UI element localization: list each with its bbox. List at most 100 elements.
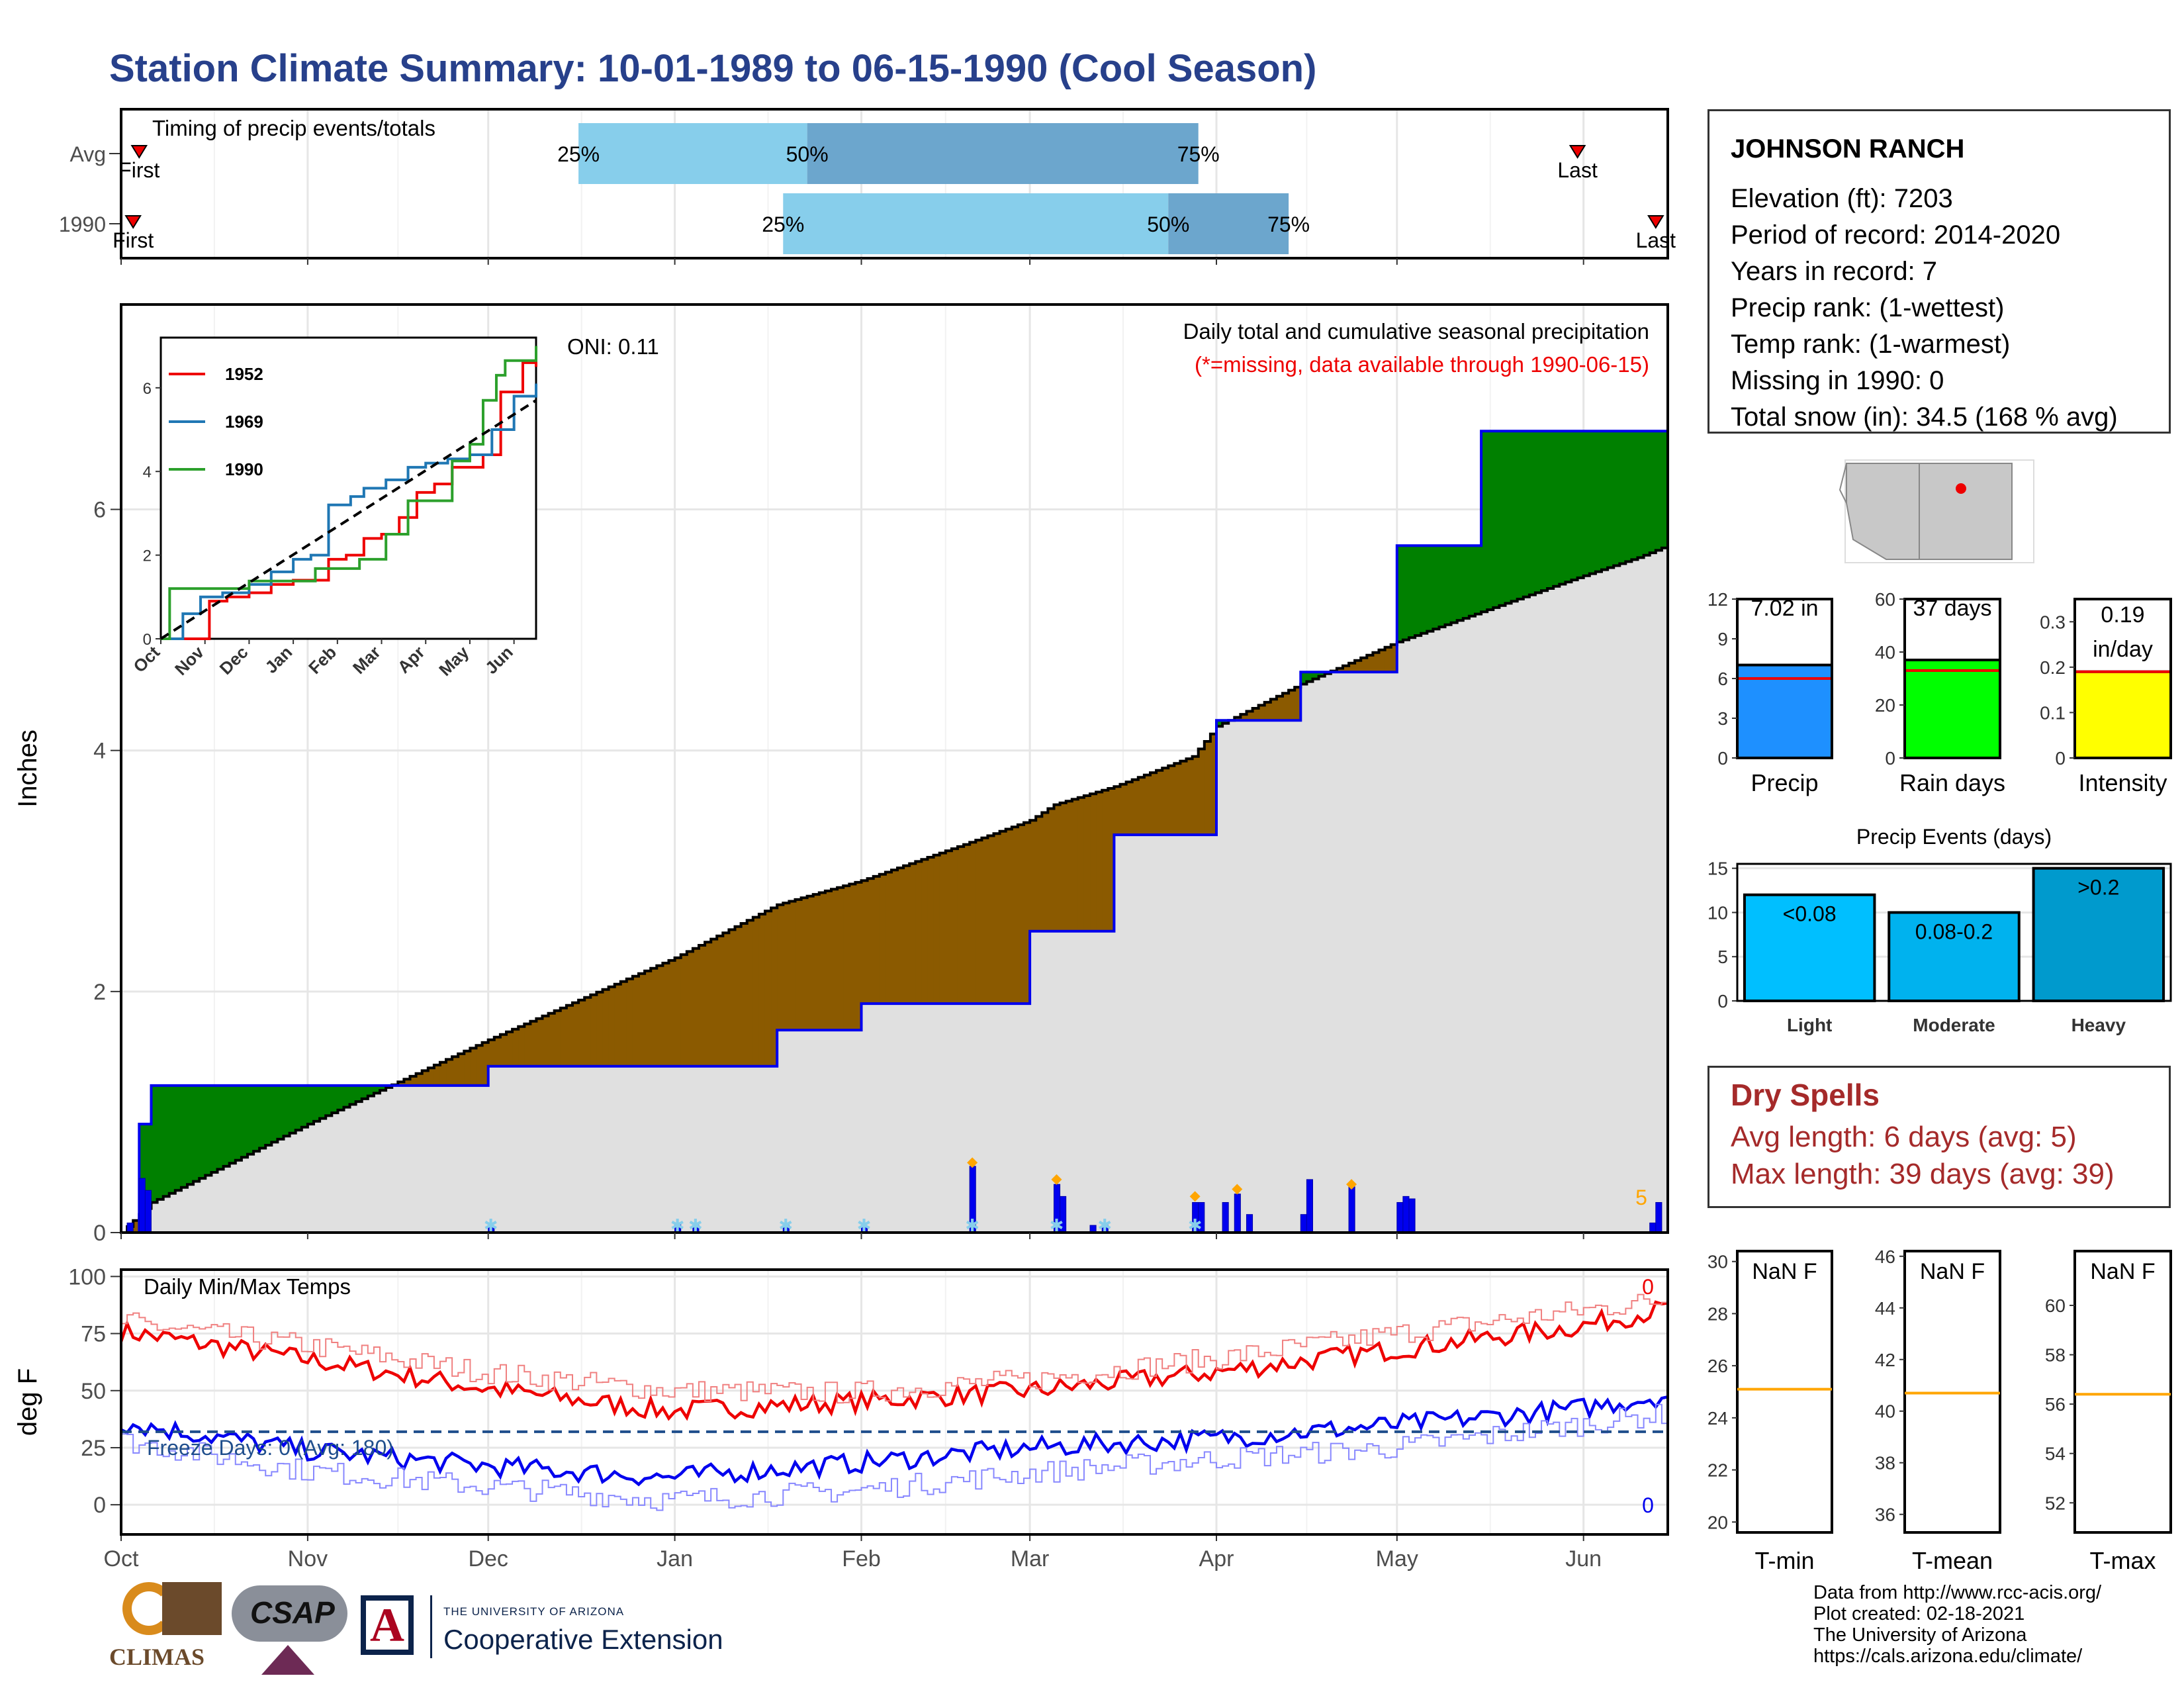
timing-bar-p50-p75 xyxy=(1168,193,1289,254)
totals-ytick-label: 0.2 xyxy=(2040,657,2066,678)
events-category-label: Light xyxy=(1787,1015,1832,1035)
below-normal-area xyxy=(614,984,621,1066)
below-normal-area xyxy=(1083,795,1091,931)
below-normal-area xyxy=(1048,808,1055,931)
temp-summary-category-label: T-max xyxy=(2089,1547,2156,1574)
above-normal-area xyxy=(1415,545,1422,636)
above-normal-area xyxy=(283,1085,291,1137)
above-normal-area xyxy=(380,1085,387,1091)
below-normal-area xyxy=(632,976,639,1066)
timing-last-label: Last xyxy=(1557,158,1598,182)
ua-logo-top-text: THE UNIVERSITY OF ARIZONA xyxy=(443,1605,625,1618)
temp-summary-ytick-label: 38 xyxy=(1875,1453,1895,1474)
below-normal-area xyxy=(1349,663,1355,673)
csap-logo-text: CSAP xyxy=(250,1595,335,1630)
month-tick-label: Oct xyxy=(104,1546,139,1571)
below-normal-area xyxy=(752,917,760,1066)
below-normal-area xyxy=(494,1037,501,1066)
inset-frame xyxy=(159,336,537,640)
below-normal-area xyxy=(1336,668,1343,673)
below-normal-area xyxy=(843,886,850,1031)
snow-day-marker: ✱ xyxy=(484,1215,498,1235)
below-normal-area xyxy=(596,992,604,1066)
below-normal-area xyxy=(1005,829,1013,1004)
totals-panels: 0 3 6 9 12 7.02 in Precip 0 20 40 60 37 days Rain da… xyxy=(1707,589,2172,796)
below-normal-area xyxy=(927,857,934,1004)
inset-legend-label: 1952 xyxy=(225,364,263,384)
snow-day-marker: ✱ xyxy=(1097,1215,1112,1235)
state-map xyxy=(1839,459,2034,563)
above-normal-area xyxy=(1601,431,1608,570)
above-normal-area xyxy=(259,1085,266,1149)
temps-background xyxy=(121,1270,1668,1534)
station-years: Years in record: 7 xyxy=(1731,257,1938,286)
station-elevation: Elevation (ft): 7203 xyxy=(1731,184,1953,213)
above-normal-area xyxy=(1517,431,1524,600)
temps-frame xyxy=(120,1268,1669,1536)
above-normal-area xyxy=(1655,431,1662,551)
timing-title: Timing of precip events/totals xyxy=(152,116,435,140)
below-normal-area xyxy=(1060,802,1067,931)
temps-ytick-label: 100 xyxy=(68,1264,106,1289)
below-normal-area xyxy=(446,1059,453,1086)
below-normal-area xyxy=(1270,699,1277,721)
below-normal-area xyxy=(452,1056,459,1086)
below-normal-area xyxy=(1077,797,1085,931)
totals-ytick-label: 20 xyxy=(1875,695,1895,716)
below-normal-area xyxy=(879,874,886,1004)
below-normal-area xyxy=(524,1023,531,1066)
totals-value-label: 0.19 xyxy=(2101,602,2144,628)
below-normal-area xyxy=(1024,822,1030,1004)
map-state-new-mexico xyxy=(1919,463,2013,560)
temp-summary-ytick-label: 46 xyxy=(1875,1246,1895,1267)
below-normal-area xyxy=(885,872,892,1004)
above-normal-area xyxy=(265,1085,272,1145)
below-normal-area xyxy=(999,831,1007,1004)
above-normal-area xyxy=(217,1085,224,1170)
below-normal-area xyxy=(789,901,796,1031)
below-normal-area xyxy=(433,1064,441,1086)
inset-series-line xyxy=(159,399,537,640)
above-normal-area xyxy=(1649,431,1657,553)
above-normal-area xyxy=(1427,545,1433,632)
above-normal-area xyxy=(1583,431,1590,576)
below-normal-area xyxy=(1120,784,1127,835)
below-normal-area xyxy=(476,1045,483,1086)
above-normal-area xyxy=(145,1124,152,1209)
station-temp-rank: Temp rank: (1-warmest) xyxy=(1731,330,2011,359)
temp-summary-ytick-label: 22 xyxy=(1707,1460,1728,1481)
below-normal-area xyxy=(1168,765,1175,835)
temps-ytick-label: 75 xyxy=(81,1322,106,1347)
events-ytick-label: 15 xyxy=(1707,859,1728,879)
below-normal-area xyxy=(1011,827,1019,1004)
station-precip-rank: Precip rank: (1-wettest) xyxy=(1731,293,2005,322)
below-normal-area xyxy=(1192,756,1199,835)
temp-summary-ytick-label: 44 xyxy=(1875,1298,1895,1319)
month-tick-label: Jan xyxy=(657,1546,693,1571)
above-normal-area xyxy=(1631,431,1639,560)
below-normal-area xyxy=(566,1005,573,1066)
below-normal-area xyxy=(572,1002,579,1066)
below-normal-area xyxy=(711,939,717,1066)
below-normal-area xyxy=(1156,770,1163,835)
above-normal-area xyxy=(1608,431,1614,568)
month-tick-label: Jun xyxy=(1565,1546,1602,1571)
below-normal-area xyxy=(945,851,952,1004)
timing-frame xyxy=(120,108,1669,259)
above-normal-area xyxy=(313,1085,320,1121)
events-bar xyxy=(1888,911,2021,1003)
dry-spells-title: Dry Spells xyxy=(1731,1078,1880,1112)
month-tick-label: Feb xyxy=(842,1546,881,1571)
below-normal-area xyxy=(500,1034,507,1066)
above-normal-area xyxy=(1216,720,1223,727)
station-location-marker xyxy=(1956,483,1966,494)
below-normal-area xyxy=(1071,799,1079,931)
temp-summary-ytick-label: 54 xyxy=(2045,1444,2066,1464)
temp-summary-panel: 52 54 56 58 60 NaN F T-max xyxy=(2045,1250,2172,1574)
inset-ytick-label: 4 xyxy=(143,463,152,481)
credits: Data from http://www.rcc-acis.org/ Plot … xyxy=(1813,1582,2101,1667)
csap-logo: CSAP xyxy=(232,1585,351,1678)
above-normal-area xyxy=(247,1085,254,1154)
extreme-event-marker xyxy=(967,1157,978,1168)
temp-summary-ytick-label: 58 xyxy=(2045,1345,2066,1366)
